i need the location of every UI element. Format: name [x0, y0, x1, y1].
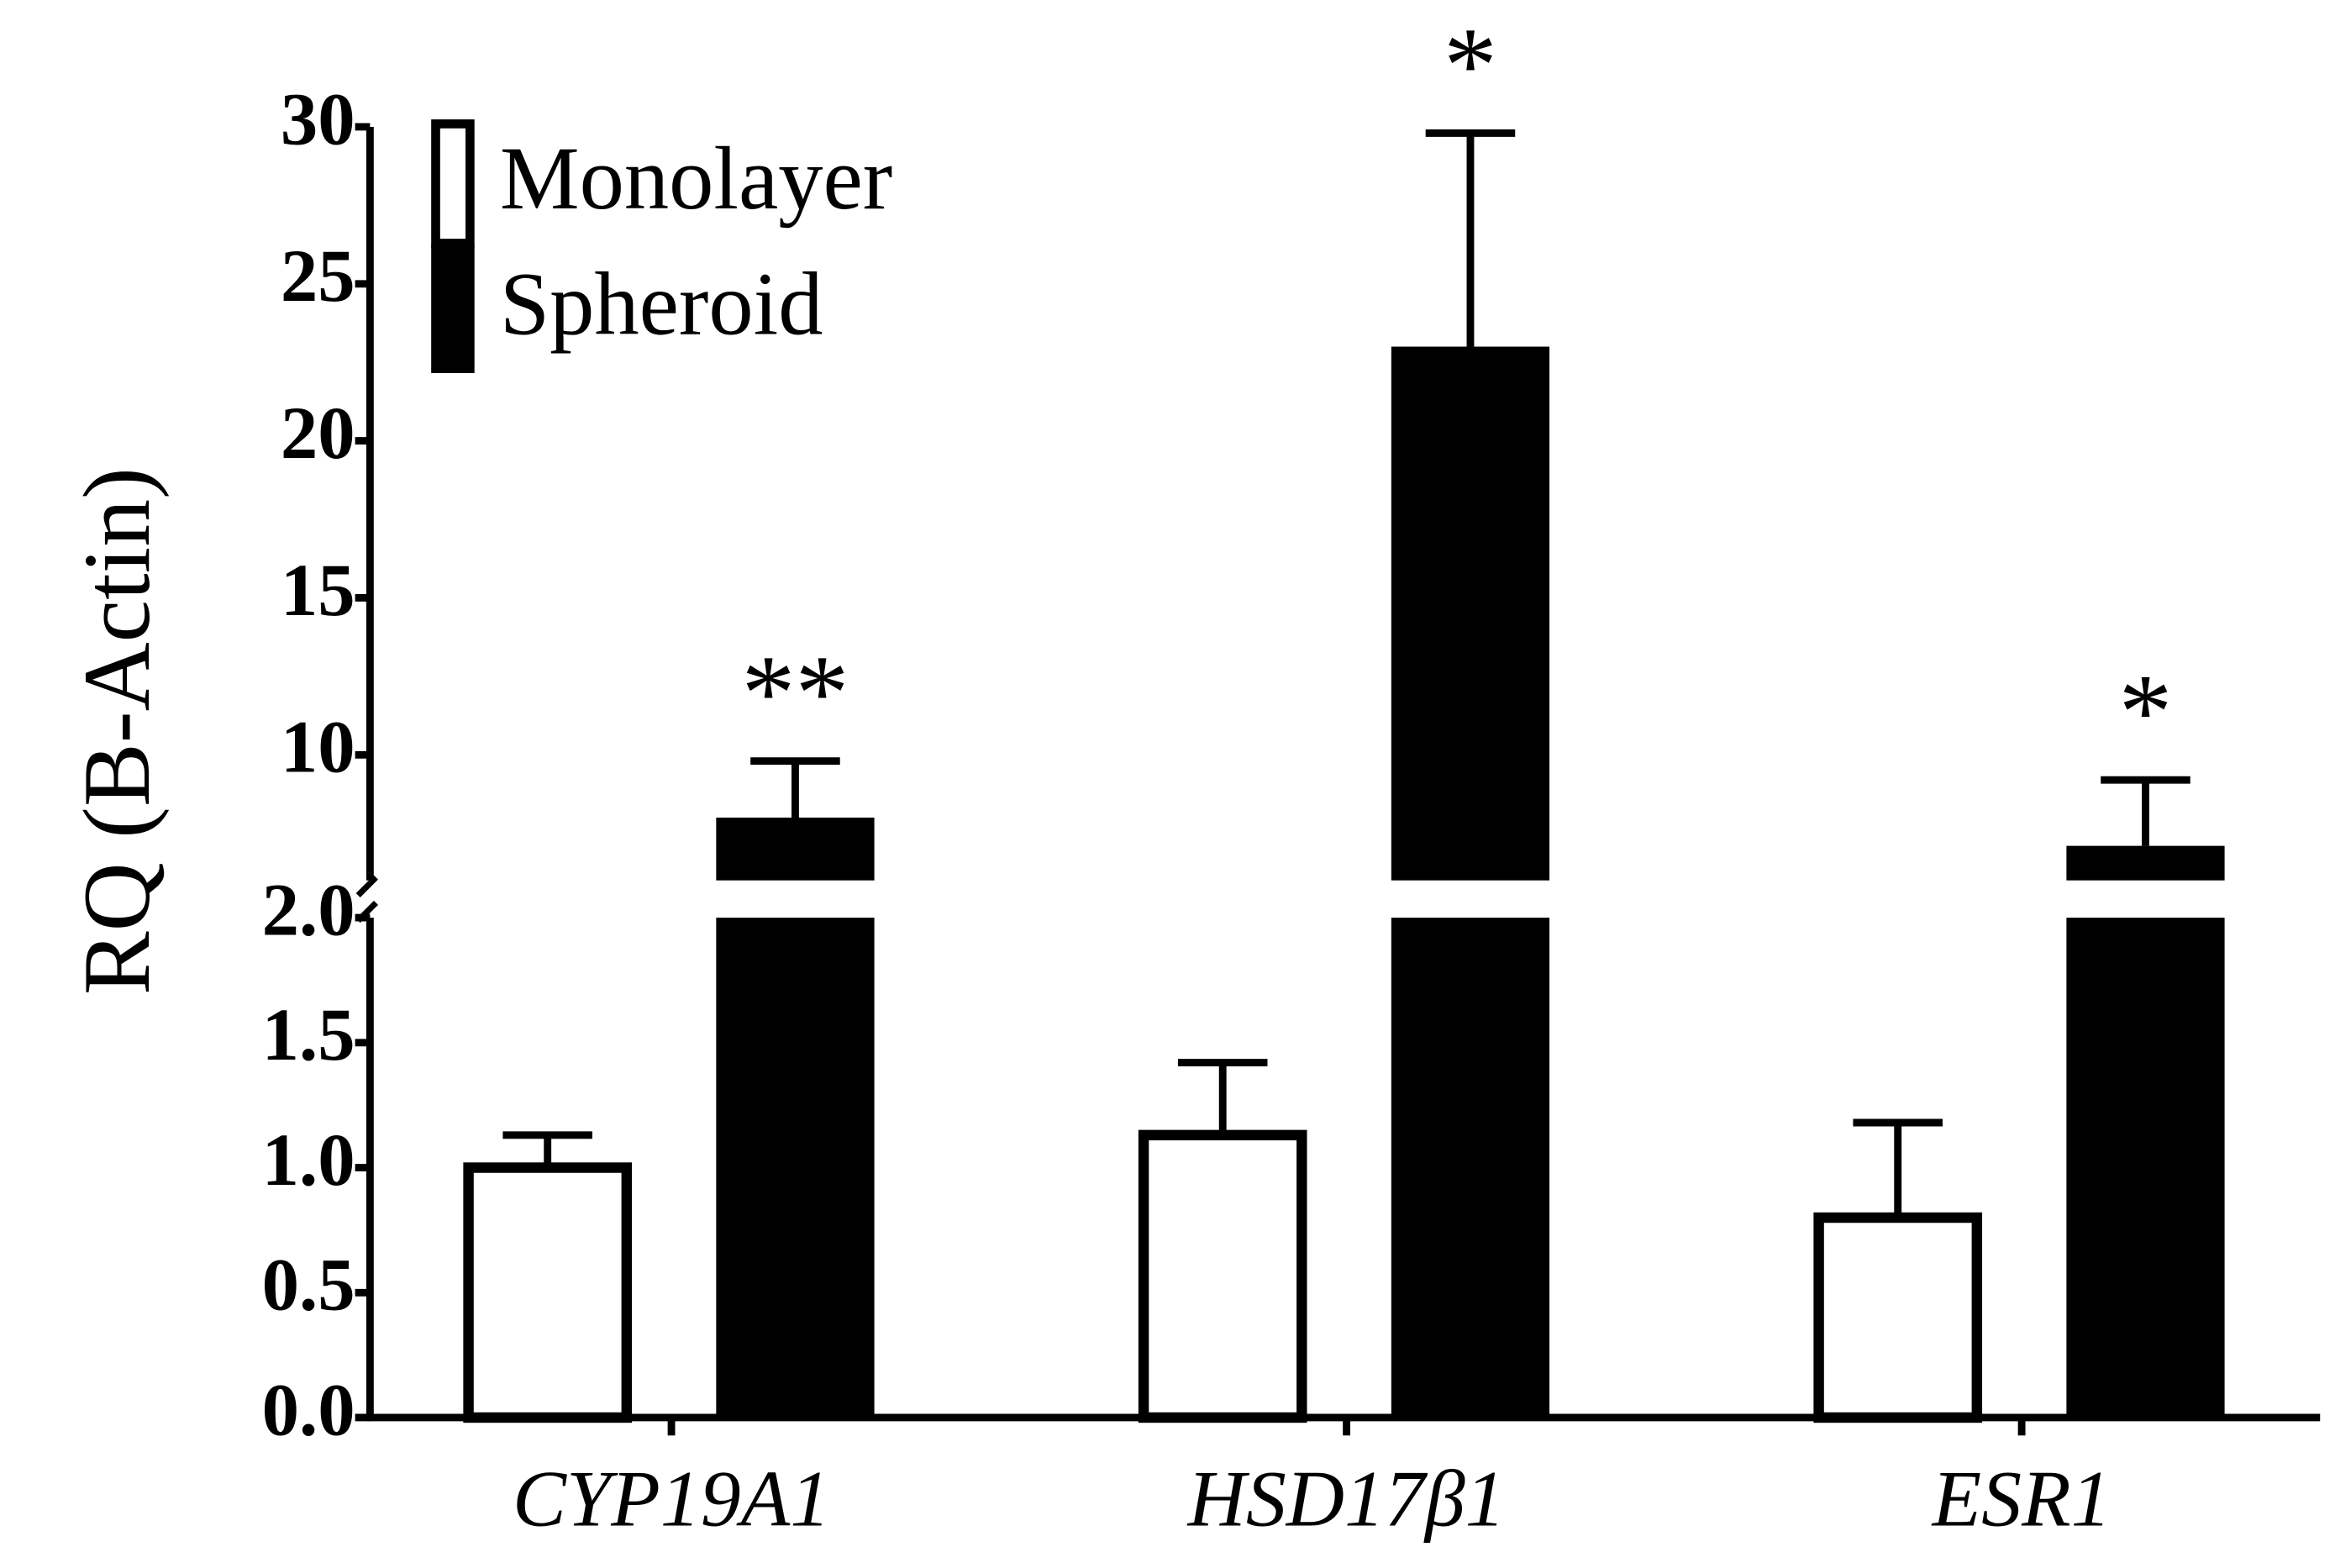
legend-label: Spheroid: [500, 255, 823, 354]
bar: [1391, 918, 1550, 1418]
legend-label: Monolayer: [500, 129, 892, 229]
legend-swatch: [431, 245, 475, 373]
bar: [2066, 845, 2225, 881]
y-tick-label: 25: [281, 235, 355, 318]
bar: [1813, 1212, 1983, 1423]
y-tick-label: 1.5: [262, 994, 355, 1076]
x-tick-label: HSD17β1: [1186, 1455, 1506, 1544]
y-tick-label: 2.0: [262, 869, 355, 951]
y-tick-label: 15: [281, 550, 355, 632]
x-tick-label: CYP19A1: [513, 1455, 830, 1544]
y-tick-label: 0.0: [262, 1369, 355, 1451]
significance-label: *: [1444, 5, 1497, 124]
bar: [463, 1162, 633, 1423]
axis-break: [355, 875, 378, 897]
significance-label: *: [2119, 652, 2173, 771]
bar: [716, 918, 875, 1418]
bar: [716, 817, 875, 881]
y-axis-label: RQ (B-Actin): [64, 467, 170, 995]
y-tick-label: 20: [281, 392, 355, 475]
bar: [1391, 346, 1550, 881]
significance-label: **: [742, 634, 849, 753]
legend-swatch: [431, 119, 475, 248]
x-tick-label: ESR1: [1931, 1455, 2111, 1544]
y-tick-label: 30: [281, 78, 355, 160]
y-tick-label: 10: [281, 707, 355, 789]
bar: [1138, 1129, 1307, 1423]
y-tick-label: 1.0: [262, 1119, 355, 1202]
y-tick-label: 0.5: [262, 1244, 355, 1327]
bar: [2066, 918, 2225, 1418]
